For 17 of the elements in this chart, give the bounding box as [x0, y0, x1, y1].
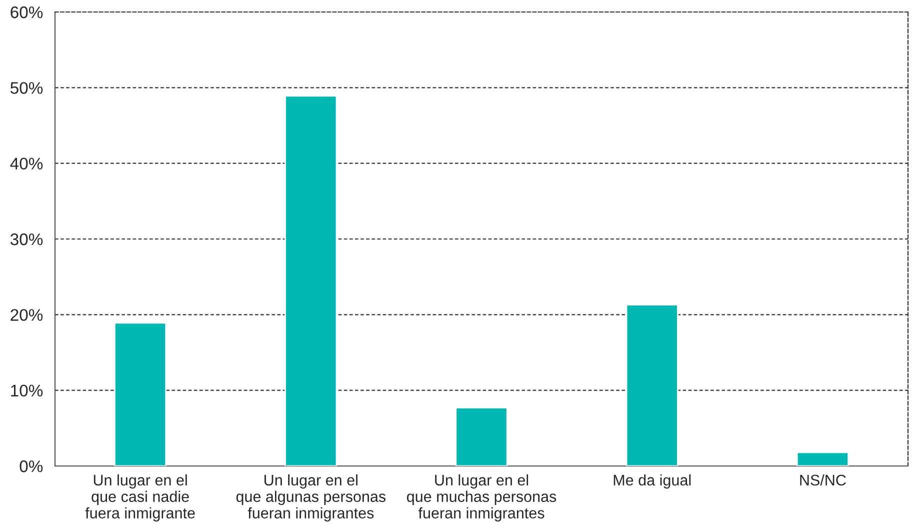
bar	[114, 322, 167, 466]
y-tick-label: 30%	[10, 233, 43, 246]
x-tick-label: Un lugar en el que algunas personas fueran inmigrantes	[236, 474, 386, 522]
bar	[626, 304, 678, 466]
bar	[796, 452, 849, 466]
x-tick-label: NS/NC	[800, 474, 846, 486]
y-tick-label: 0%	[20, 460, 43, 472]
y-tick-label: 40%	[10, 158, 43, 170]
bar	[455, 407, 508, 466]
y-tick-label: 20%	[10, 309, 43, 321]
y-tick-label: 50%	[10, 82, 43, 94]
x-tick-label: Un lugar en el que casi nadie fuera inmigrante	[85, 474, 195, 522]
y-tick-label: 60%	[10, 6, 43, 18]
x-tick-label: Un lugar en el que muchas personas fueran inmigrantes	[406, 474, 556, 522]
bar	[284, 95, 338, 466]
y-tick-label: 10%	[11, 384, 43, 397]
x-tick-label: Me da igual	[614, 474, 691, 489]
